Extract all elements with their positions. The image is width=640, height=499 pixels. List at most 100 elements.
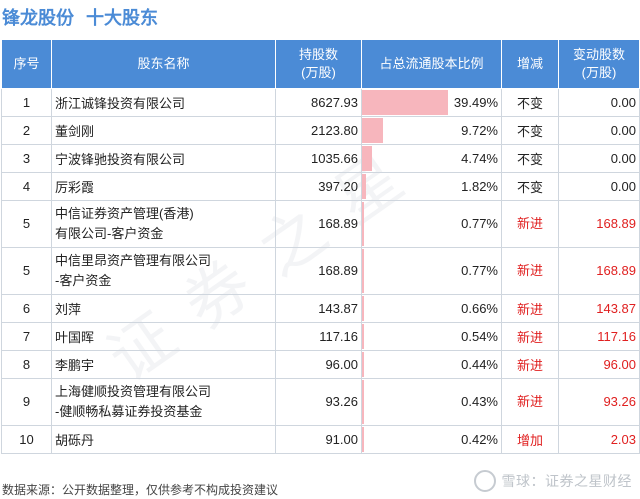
- delta-cell: 2.03: [558, 425, 640, 454]
- snowball-icon: [473, 470, 496, 492]
- change-cell: 新进: [501, 378, 559, 426]
- ratio-bar: [362, 90, 448, 115]
- holder-name-cell: 叶国晖: [51, 322, 276, 351]
- change-cell: 新进: [501, 294, 559, 323]
- brand-watermark: 雪球：证券之星财经: [473, 470, 633, 492]
- ratio-value: 0.42%: [461, 432, 498, 447]
- ratio-value: 0.66%: [461, 301, 498, 316]
- ratio-value: 0.43%: [461, 394, 498, 409]
- rank-cell: 10: [1, 425, 52, 454]
- ratio-cell: 0.66%: [361, 294, 502, 323]
- table-row: 7 叶国晖 117.16 0.54% 新进 117.16: [1, 322, 640, 351]
- ratio-cell: 0.43%: [361, 378, 502, 426]
- ratio-value: 0.77%: [461, 216, 498, 231]
- data-source-note: 数据来源：公开数据整理，仅供参考不构成投资建议: [2, 483, 279, 497]
- ratio-bar: [362, 380, 364, 424]
- shares-cell: 96.00: [275, 350, 362, 379]
- shares-cell: 143.87: [275, 294, 362, 323]
- delta-cell: 93.26: [558, 378, 640, 426]
- company-name: 锋龙股份: [2, 8, 74, 28]
- shares-cell: 2123.80: [275, 116, 362, 145]
- holder-name-cell: 中信里昂资产管理有限公司 -客户资金: [51, 247, 276, 295]
- ratio-bar: [362, 427, 364, 452]
- ratio-bar: [362, 202, 364, 246]
- ratio-value: 0.44%: [461, 357, 498, 372]
- ratio-bar: [362, 146, 372, 171]
- change-cell: 不变: [501, 116, 559, 145]
- holder-name-cell: 董剑刚: [51, 116, 276, 145]
- rank-cell: 4: [1, 172, 52, 201]
- ratio-value: 4.74%: [461, 151, 498, 166]
- delta-cell: 0.00: [558, 116, 640, 145]
- section-title: 十大股东: [86, 8, 158, 28]
- holder-name-cell: 上海健顺投资管理有限公司 -健顺畅私募证券投资基金: [51, 378, 276, 426]
- ratio-cell: 0.77%: [361, 200, 502, 248]
- delta-cell: 143.87: [558, 294, 640, 323]
- rank-cell: 3: [1, 144, 52, 173]
- delta-cell: 0.00: [558, 88, 640, 117]
- ratio-bar: [362, 324, 364, 349]
- table-row: 8 李鹏宇 96.00 0.44% 新进 96.00: [1, 350, 640, 379]
- shares-cell: 397.20: [275, 172, 362, 201]
- ratio-value: 39.49%: [453, 95, 498, 110]
- table-row: 3 宁波锋驰投资有限公司 1035.66 4.74% 不变 0.00: [1, 144, 640, 173]
- shareholders-table: 序号 股东名称 持股数 (万股) 占总流通股本比例 增减 变动股数 (万股) 1 浙江…: [1, 39, 640, 454]
- shares-cell: 91.00: [275, 425, 362, 454]
- shares-cell: 1035.66: [275, 144, 362, 173]
- change-cell: 不变: [501, 88, 559, 117]
- change-cell: 新进: [501, 350, 559, 379]
- ratio-bar: [362, 118, 383, 143]
- delta-cell: 168.89: [558, 247, 640, 295]
- table-row: 1 浙江诚锋投资有限公司 8627.93 39.49% 不变 0.00: [1, 88, 640, 117]
- ratio-cell: 0.54%: [361, 322, 502, 351]
- shares-cell: 168.89: [275, 200, 362, 248]
- ratio-cell: 4.74%: [361, 144, 502, 173]
- holder-name-cell: 李鹏宇: [51, 350, 276, 379]
- ratio-bar: [362, 249, 364, 293]
- ratio-bar: [362, 296, 364, 321]
- ratio-value: 9.72%: [461, 123, 498, 138]
- delta-cell: 0.00: [558, 144, 640, 173]
- shares-cell: 93.26: [275, 378, 362, 426]
- delta-cell: 168.89: [558, 200, 640, 248]
- table-row: 10 胡砾丹 91.00 0.42% 增加 2.03: [1, 425, 640, 454]
- ratio-bar: [362, 174, 366, 199]
- change-cell: 新进: [501, 322, 559, 351]
- change-cell: 增加: [501, 425, 559, 454]
- holder-name-cell: 宁波锋驰投资有限公司: [51, 144, 276, 173]
- column-header-ratio: 占总流通股本比例: [361, 39, 502, 89]
- holder-name-cell: 厉彩霞: [51, 172, 276, 201]
- table-row: 6 刘萍 143.87 0.66% 新进 143.87: [1, 294, 640, 323]
- table-row: 4 厉彩霞 397.20 1.82% 不变 0.00: [1, 172, 640, 201]
- shares-cell: 168.89: [275, 247, 362, 295]
- page-title: 锋龙股份 十大股东: [2, 3, 158, 31]
- column-header-delta: 变动股数 (万股): [558, 39, 640, 89]
- holder-name-cell: 中信证券资产管理(香港) 有限公司-客户资金: [51, 200, 276, 248]
- change-cell: 新进: [501, 200, 559, 248]
- delta-cell: 0.00: [558, 172, 640, 201]
- delta-cell: 117.16: [558, 322, 640, 351]
- delta-cell: 96.00: [558, 350, 640, 379]
- rank-cell: 5: [1, 247, 52, 295]
- rank-cell: 8: [1, 350, 52, 379]
- rank-cell: 9: [1, 378, 52, 426]
- ratio-value: 1.82%: [461, 179, 498, 194]
- rank-cell: 1: [1, 88, 52, 117]
- holder-name-cell: 刘萍: [51, 294, 276, 323]
- table-header-row: 序号 股东名称 持股数 (万股) 占总流通股本比例 增减 变动股数 (万股): [1, 39, 640, 89]
- column-header-name: 股东名称: [51, 39, 276, 89]
- brand-text: 雪球：证券之星财经: [501, 473, 632, 489]
- ratio-cell: 0.77%: [361, 247, 502, 295]
- table-row: 9 上海健顺投资管理有限公司 -健顺畅私募证券投资基金 93.26 0.43% 新进 93.…: [1, 378, 640, 426]
- rank-cell: 2: [1, 116, 52, 145]
- change-cell: 不变: [501, 144, 559, 173]
- rank-cell: 5: [1, 200, 52, 248]
- ratio-cell: 1.82%: [361, 172, 502, 201]
- holder-name-cell: 胡砾丹: [51, 425, 276, 454]
- shares-cell: 8627.93: [275, 88, 362, 117]
- ratio-cell: 39.49%: [361, 88, 502, 117]
- column-header-change: 增减: [501, 39, 559, 89]
- ratio-cell: 9.72%: [361, 116, 502, 145]
- column-header-rank: 序号: [1, 39, 52, 89]
- change-cell: 新进: [501, 247, 559, 295]
